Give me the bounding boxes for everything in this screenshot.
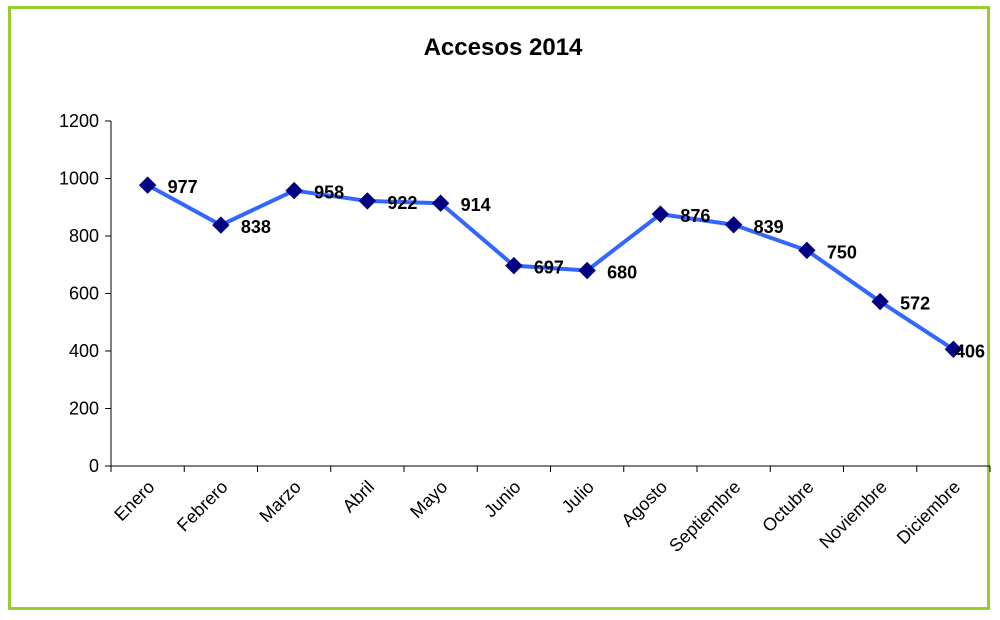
x-tick-label: Junio: [480, 477, 525, 522]
data-label: 697: [534, 258, 564, 278]
data-label: 839: [754, 217, 784, 237]
x-tick-label: Octubre: [758, 477, 817, 536]
x-tick-label: Mayo: [406, 477, 451, 522]
x-tick-label: Septiembre: [665, 477, 744, 556]
data-point: [431, 194, 450, 212]
y-tick-label: 800: [69, 226, 99, 246]
data-point: [944, 340, 963, 358]
x-tick-label: Noviembre: [815, 477, 891, 553]
data-label: 914: [461, 195, 491, 215]
x-tick-label: Marzo: [255, 477, 305, 527]
data-point: [138, 176, 157, 194]
data-label: 876: [680, 206, 710, 226]
data-label: 406: [955, 341, 985, 361]
y-tick-label: 200: [69, 399, 99, 419]
data-labels: 977 838 958 922 914 697 680 876 839 750 572 406: [168, 177, 985, 361]
x-tick-label: Febrero: [173, 477, 232, 536]
y-tick-label: 0: [89, 456, 99, 476]
x-tick-label: Abril: [339, 477, 379, 517]
y-tick-label: 1200: [59, 111, 99, 131]
data-point: [285, 181, 303, 200]
data-point: [358, 192, 377, 210]
x-ticks: Enero Febrero Marzo Abril Mayo Junio Julio Agos…: [110, 466, 991, 556]
x-tick-label: Agosto: [617, 477, 671, 531]
data-point: [724, 216, 743, 234]
data-point: [651, 205, 670, 223]
series-line: [146, 183, 955, 351]
x-tick-label: Julio: [558, 477, 598, 517]
data-label: 680: [607, 263, 637, 283]
data-point: [505, 256, 523, 275]
y-ticks: 0 200 400 600 800 1000 1200: [59, 111, 111, 476]
data-label: 750: [827, 242, 857, 262]
chart-title: Accesos 2014: [424, 34, 583, 61]
data-point: [871, 292, 889, 311]
data-label: 958: [314, 183, 344, 203]
data-point: [212, 216, 230, 234]
x-tick-label: Enero: [110, 477, 158, 525]
y-tick-label: 600: [69, 284, 99, 304]
data-point: [578, 261, 596, 280]
x-tick-label: Diciembre: [893, 477, 964, 548]
markers: [138, 176, 963, 358]
data-label: 572: [900, 294, 930, 314]
data-label: 977: [168, 177, 198, 197]
data-label: 922: [387, 193, 417, 213]
data-label: 838: [241, 217, 271, 237]
y-tick-label: 400: [69, 341, 99, 361]
chart-frame: [8, 6, 990, 610]
data-point: [798, 241, 816, 260]
y-tick-label: 1000: [59, 169, 99, 189]
